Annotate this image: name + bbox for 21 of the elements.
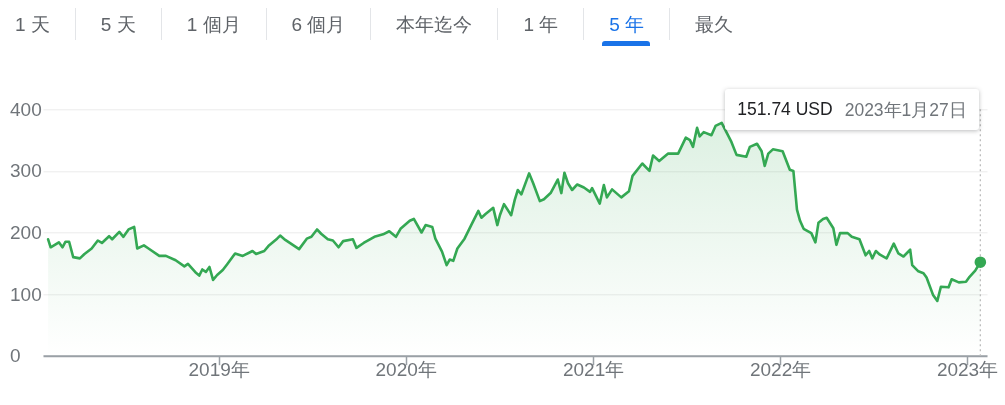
x-tick-label: 2019年 (188, 359, 250, 381)
text: 6 個月 (291, 14, 346, 35)
text: 1 個月 (186, 14, 241, 35)
y-tick-label: 200 (10, 222, 42, 243)
text: 最久 (695, 14, 734, 35)
x-tick-label: 2020年 (375, 359, 437, 381)
text: 5 年 (609, 14, 645, 35)
text: 本年迄今 (396, 14, 473, 35)
text: 1 年 (523, 14, 559, 35)
annotation: 151.74 USD (737, 99, 833, 120)
annotation: 2023年1月27日 (844, 98, 967, 122)
x-tick-label: 2022年 (749, 359, 812, 381)
x-tick-label: 2023年 (936, 359, 999, 381)
x-tick-label: 2021年 (562, 359, 625, 381)
tooltip-card: 151.74 USD 2023年1月27日 (725, 89, 979, 130)
y-tick-label: 300 (10, 160, 42, 182)
y-tick-label: 0 (10, 345, 21, 367)
y-tick-label: 100 (10, 283, 42, 305)
y-tick-label: 400 (10, 98, 42, 120)
text: 1 天 (15, 14, 50, 35)
text: 5 天 (100, 14, 136, 35)
